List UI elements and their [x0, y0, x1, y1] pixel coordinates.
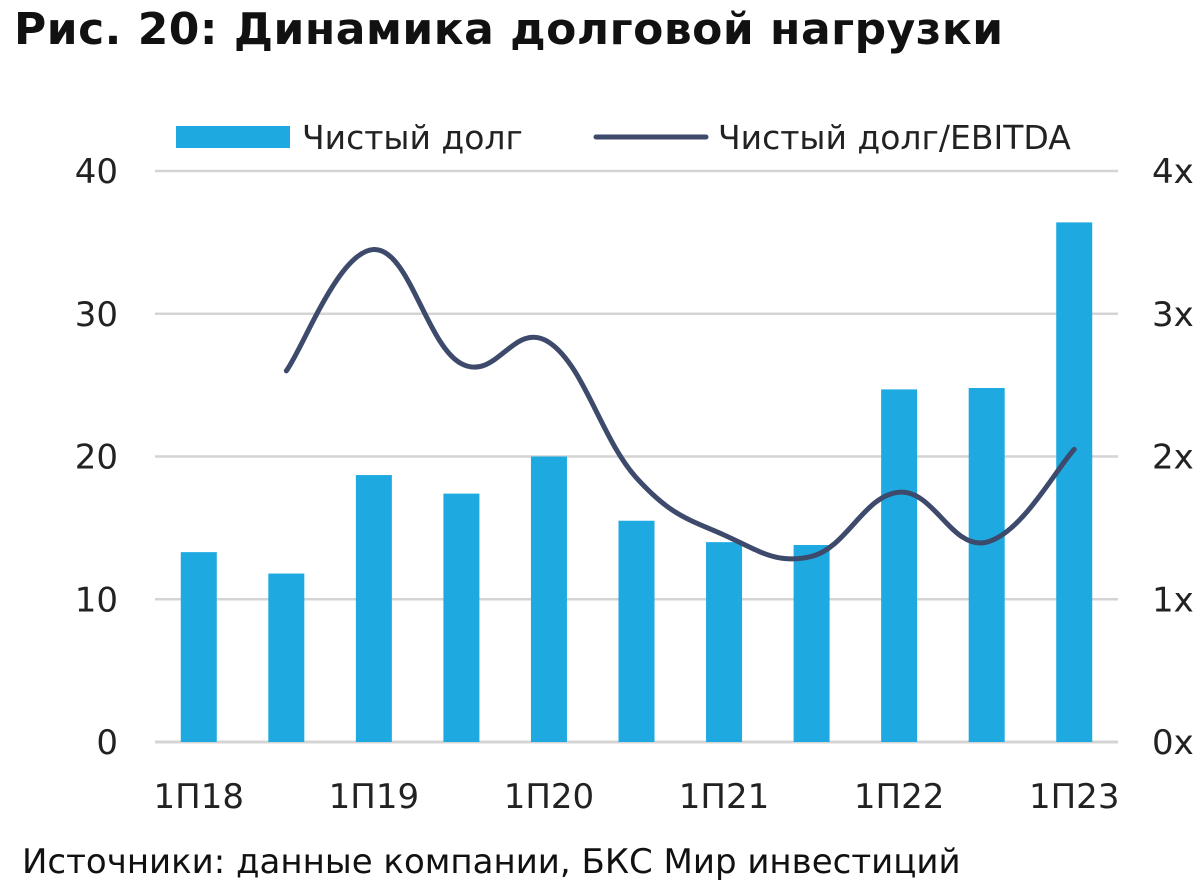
right-axis: 0x 1x 2x 3x 4x: [1152, 152, 1194, 763]
bar: [968, 387, 1005, 742]
left-tick-label: 10: [75, 580, 118, 620]
bar: [618, 520, 655, 742]
right-tick-label: 0x: [1152, 723, 1194, 763]
chart-title: Рис. 20: Динамика долговой нагрузки: [14, 4, 1004, 55]
ratio-line: [283, 247, 1077, 562]
legend-bar-swatch: [176, 126, 290, 148]
line-series: [283, 247, 1077, 562]
left-tick-label: 0: [96, 723, 118, 763]
bar: [355, 475, 392, 742]
bar: [268, 573, 305, 742]
x-tick-label: 1П22: [854, 777, 944, 817]
bar: [881, 389, 918, 742]
right-tick-label: 2x: [1152, 438, 1194, 478]
legend-line-label: Чистый долг/EBITDA: [718, 118, 1071, 157]
x-tick-label: 1П19: [329, 777, 419, 817]
left-axis: 0 10 20 30 40: [75, 152, 118, 763]
bar: [443, 493, 480, 742]
right-tick-label: 4x: [1152, 152, 1194, 192]
bar: [180, 552, 217, 742]
source-note: Источники: данные компании, БКС Мир инве…: [22, 842, 961, 882]
left-tick-label: 40: [75, 152, 118, 192]
bar: [793, 545, 830, 742]
legend: Чистый долг Чистый долг/EBITDA: [176, 118, 1071, 157]
x-tick-label: 1П21: [679, 777, 769, 817]
left-tick-label: 30: [75, 295, 118, 335]
bar-series: [180, 222, 1093, 742]
right-tick-label: 3x: [1152, 295, 1194, 335]
x-tick-label: 1П23: [1029, 777, 1119, 817]
x-tick-label: 1П20: [504, 777, 594, 817]
left-tick-label: 20: [75, 438, 118, 478]
bar: [530, 456, 567, 742]
bar: [706, 542, 743, 742]
bar: [1056, 222, 1093, 742]
legend-bar-label: Чистый долг: [302, 118, 523, 157]
x-axis: 1П18 1П19 1П20 1П21 1П22 1П23: [154, 777, 1120, 817]
right-tick-label: 1x: [1152, 580, 1194, 620]
x-tick-label: 1П18: [154, 777, 244, 817]
